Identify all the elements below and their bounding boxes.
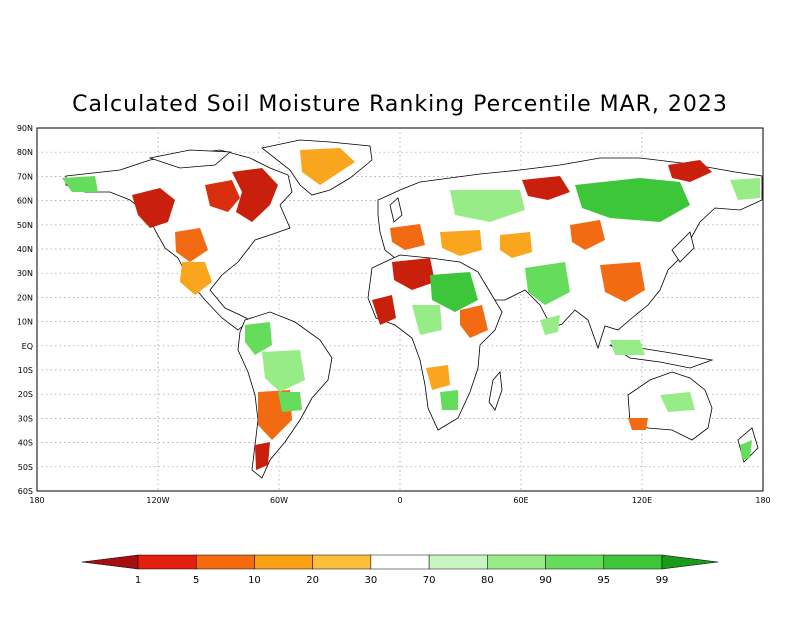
longitude-label: 60E (513, 496, 528, 505)
colorbar-box (545, 554, 605, 570)
latitude-label: 40N (17, 245, 33, 254)
colorbar-label: 1 (135, 575, 141, 586)
colorbar-under-triangle (81, 554, 139, 570)
longitude-label: 120W (146, 496, 169, 505)
colorbar-label: 99 (656, 575, 669, 586)
colorbar-label: 5 (193, 575, 199, 586)
colorbar-box (487, 554, 546, 570)
colorbar-label: 90 (539, 575, 552, 586)
colorbar-label: 80 (481, 575, 494, 586)
latitude-label: 10N (17, 318, 33, 327)
latitude-label: 20S (18, 390, 33, 399)
latitude-labels: 90N 80N 70N 60N 50N 40N 30N 20N 10N EQ 10S 20S 30S 40… (17, 124, 33, 496)
colorbar-label: 10 (248, 575, 261, 586)
latitude-label: 40S (18, 439, 33, 448)
longitude-label: 0 (397, 496, 402, 505)
colorbar-box (428, 554, 488, 570)
colorbar-box (195, 554, 255, 570)
colorbar-label: 30 (365, 575, 378, 586)
colorbar-label: 70 (423, 575, 436, 586)
percentile-colorbar: 1 5 10 20 30 70 80 90 95 99 (81, 554, 719, 586)
latitude-label: 60S (18, 487, 33, 496)
longitude-label: 180 (29, 496, 44, 505)
longitude-labels: 180 120W 60W 0 60E 120E 180 (29, 496, 770, 505)
latitude-label: 60N (17, 197, 33, 206)
colorbar-box (137, 554, 197, 570)
latitude-label: 50S (18, 463, 33, 472)
colorbar-label: 95 (597, 575, 610, 586)
longitude-label: 60W (270, 496, 288, 505)
wet-regions (62, 176, 760, 460)
latitude-label: EQ (22, 342, 33, 351)
latitude-label: 80N (17, 148, 33, 157)
latitude-label: 70N (17, 172, 33, 181)
dry-regions (132, 148, 712, 470)
colorbar-box (370, 554, 430, 570)
colorbar-over-triangle (661, 554, 719, 570)
latitude-label: 30S (18, 414, 33, 423)
colorbar-box (603, 554, 663, 570)
latitude-label: 50N (17, 221, 33, 230)
longitude-label: 120E (632, 496, 652, 505)
latitude-label: 30N (17, 269, 33, 278)
latitude-label: 90N (17, 124, 33, 133)
map-title: Calculated Soil Moisture Ranking Percent… (72, 92, 728, 117)
colorbar-label: 20 (306, 575, 319, 586)
colorbar-box (312, 554, 372, 570)
latitude-label: 10S (18, 366, 33, 375)
longitude-label: 180 (755, 496, 770, 505)
latitude-label: 20N (17, 293, 33, 302)
colorbar-box (254, 554, 313, 570)
